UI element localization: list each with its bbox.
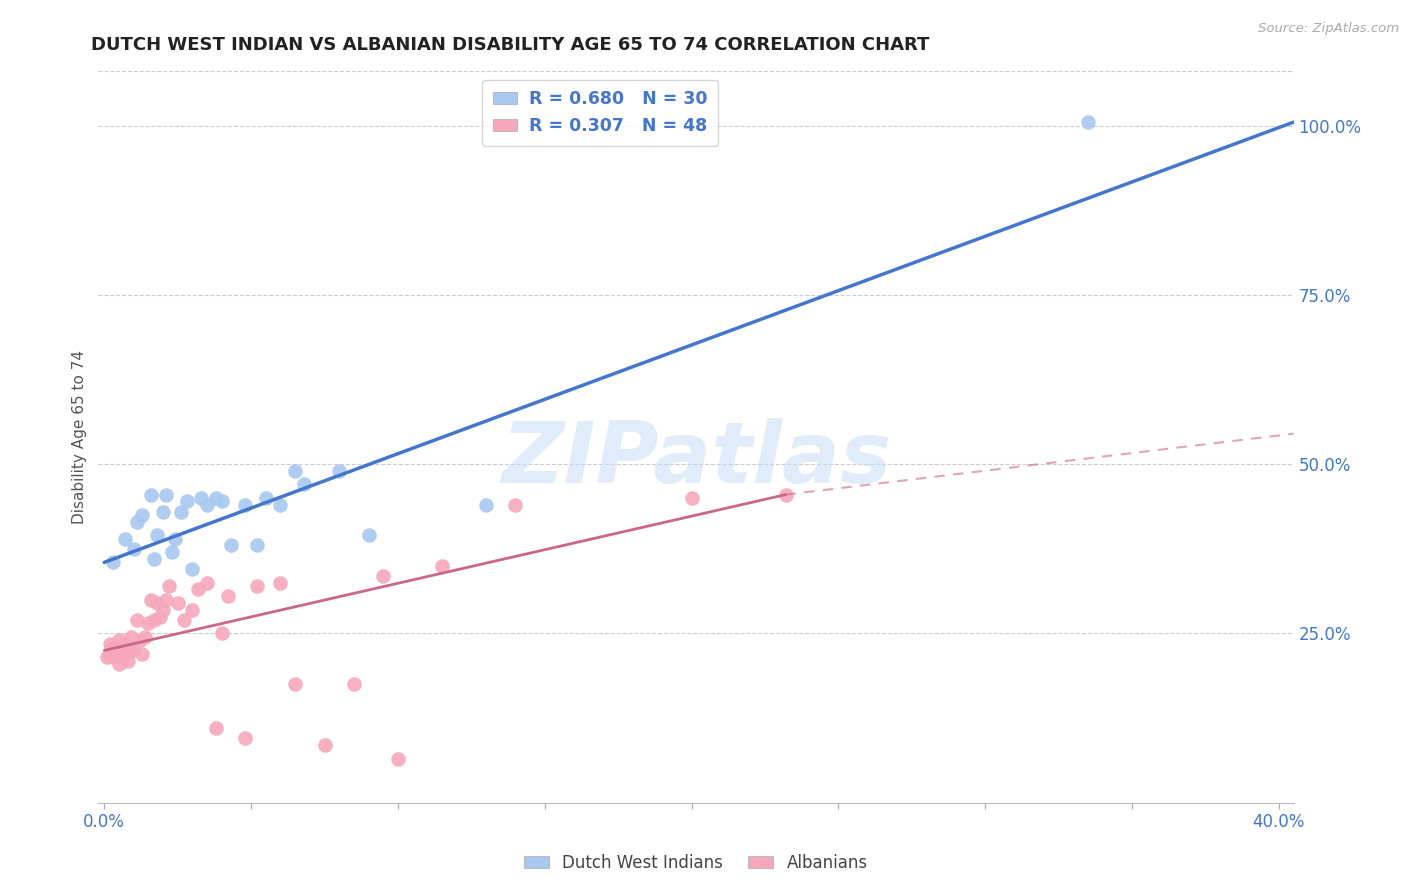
- Point: [108, 657, 131, 671]
- Point: [217, 589, 239, 603]
- Point: [269, 498, 291, 512]
- Point: [111, 650, 134, 665]
- Y-axis label: Disability Age 65 to 74: Disability Age 65 to 74: [72, 350, 87, 524]
- Point: [328, 464, 350, 478]
- Point: [111, 643, 134, 657]
- Point: [254, 491, 277, 505]
- Point: [173, 613, 195, 627]
- Point: [211, 494, 233, 508]
- Point: [125, 515, 148, 529]
- Point: [246, 579, 269, 593]
- Point: [176, 494, 198, 508]
- Point: [681, 491, 703, 505]
- Point: [149, 609, 172, 624]
- Point: [205, 721, 228, 735]
- Legend: Dutch West Indians, Albanians: Dutch West Indians, Albanians: [517, 847, 875, 879]
- Point: [131, 508, 153, 522]
- Point: [314, 738, 336, 752]
- Point: [143, 552, 166, 566]
- Point: [475, 498, 498, 512]
- Text: DUTCH WEST INDIAN VS ALBANIAN DISABILITY AGE 65 TO 74 CORRELATION CHART: DUTCH WEST INDIAN VS ALBANIAN DISABILITY…: [91, 36, 929, 54]
- Point: [141, 488, 163, 502]
- Point: [96, 650, 118, 665]
- Point: [155, 592, 177, 607]
- Point: [160, 545, 183, 559]
- Point: [195, 498, 218, 512]
- Point: [101, 650, 124, 665]
- Point: [195, 575, 218, 590]
- Point: [114, 647, 136, 661]
- Point: [1077, 115, 1099, 129]
- Point: [292, 477, 315, 491]
- Point: [181, 562, 204, 576]
- Point: [120, 643, 142, 657]
- Point: [152, 505, 174, 519]
- Point: [343, 677, 366, 691]
- Point: [211, 626, 233, 640]
- Point: [219, 538, 242, 552]
- Point: [157, 579, 180, 593]
- Point: [134, 630, 156, 644]
- Point: [117, 654, 139, 668]
- Point: [143, 613, 166, 627]
- Point: [108, 633, 131, 648]
- Point: [98, 637, 121, 651]
- Point: [125, 613, 148, 627]
- Point: [181, 603, 204, 617]
- Point: [205, 491, 228, 505]
- Point: [152, 603, 174, 617]
- Point: [775, 488, 797, 502]
- Point: [146, 596, 169, 610]
- Point: [128, 633, 150, 648]
- Point: [246, 538, 269, 552]
- Point: [190, 491, 212, 505]
- Point: [138, 616, 160, 631]
- Point: [122, 541, 145, 556]
- Point: [373, 569, 395, 583]
- Point: [114, 637, 136, 651]
- Point: [120, 630, 142, 644]
- Point: [233, 731, 256, 746]
- Point: [269, 575, 291, 590]
- Point: [141, 592, 163, 607]
- Text: ZIPatlas: ZIPatlas: [501, 417, 891, 500]
- Point: [114, 532, 136, 546]
- Point: [169, 505, 191, 519]
- Point: [131, 647, 153, 661]
- Point: [187, 582, 209, 597]
- Point: [166, 596, 188, 610]
- Point: [505, 498, 527, 512]
- Point: [101, 555, 124, 569]
- Point: [284, 464, 307, 478]
- Point: [98, 647, 121, 661]
- Point: [284, 677, 307, 691]
- Point: [163, 532, 186, 546]
- Point: [105, 643, 128, 657]
- Point: [101, 640, 124, 654]
- Point: [430, 558, 453, 573]
- Text: Source: ZipAtlas.com: Source: ZipAtlas.com: [1258, 22, 1399, 36]
- Point: [155, 488, 177, 502]
- Point: [122, 643, 145, 657]
- Point: [387, 752, 409, 766]
- Point: [233, 498, 256, 512]
- Point: [357, 528, 380, 542]
- Point: [146, 528, 169, 542]
